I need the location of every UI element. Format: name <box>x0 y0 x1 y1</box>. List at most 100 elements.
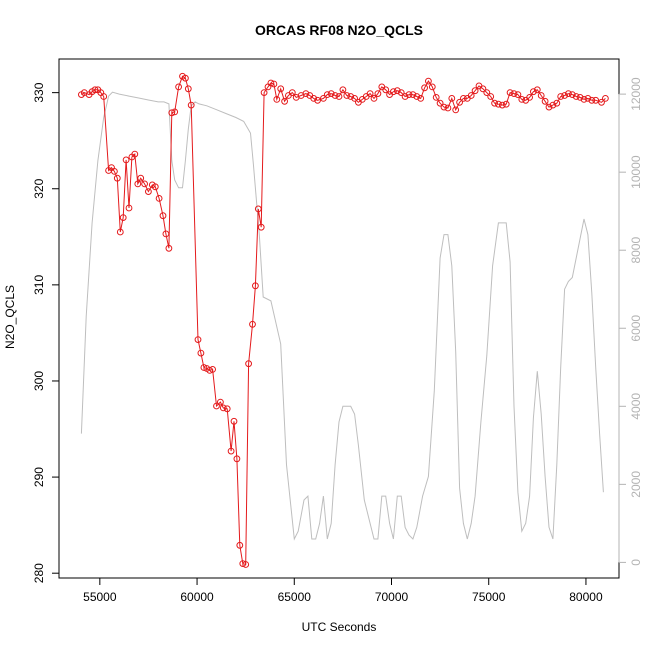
n2o-data-point <box>351 95 359 102</box>
n2o-data-point <box>116 228 124 236</box>
n2o-data-point <box>405 91 413 98</box>
n2o-data-point <box>213 402 220 410</box>
y-tick-label: 290 <box>32 467 46 487</box>
n2o-data-point <box>545 103 553 111</box>
n2o-data-point <box>602 95 609 102</box>
n2o-data-point <box>514 91 522 98</box>
n2o-data-point <box>230 417 238 425</box>
y-tick-label: 280 <box>32 563 46 583</box>
n2o-data-point <box>495 100 502 108</box>
n2o-data-point <box>584 95 592 102</box>
n2o-data-point <box>440 103 448 111</box>
y-tick-label: 310 <box>32 275 46 295</box>
y2-tick-label: 6000 <box>629 315 643 342</box>
n2o-data-point <box>310 95 318 102</box>
n2o-data-point <box>242 561 250 568</box>
n2o-data-point <box>162 230 170 238</box>
n2o-data-point <box>239 560 247 567</box>
n2o-data-point <box>187 101 195 109</box>
n2o-data-point <box>122 156 130 164</box>
x-axis-label: UTC Seconds <box>302 620 377 634</box>
n2o-data-point <box>113 174 121 182</box>
n2o-data-point <box>533 86 541 94</box>
n2o-data-point <box>374 90 382 97</box>
n2o-data-point <box>100 93 108 100</box>
n2o-data-point <box>267 79 275 87</box>
n2o-data-point <box>288 89 296 96</box>
x-tick-label: 60000 <box>180 590 214 604</box>
plot-frame <box>58 58 620 579</box>
n2o-data-point <box>452 106 460 114</box>
n2o-data-point <box>491 99 499 107</box>
n2o-data-point <box>456 98 464 106</box>
n2o-data-point <box>432 94 440 101</box>
n2o-data-point <box>537 92 545 99</box>
n2o-data-point <box>209 366 217 373</box>
y2-tick-label: 12000 <box>629 77 643 111</box>
y2-tick-label: 10000 <box>629 155 643 189</box>
n2o-data-point <box>409 91 417 98</box>
y2-tick-label: 8000 <box>629 237 643 264</box>
n2o-data-point <box>137 174 145 182</box>
n2o-data-point <box>382 86 390 94</box>
n2o-data-point <box>233 455 241 463</box>
n2o-data-point <box>270 80 278 88</box>
n2o-data-point <box>327 90 335 97</box>
n2o-data-point <box>467 92 475 99</box>
n2o-data-point <box>171 108 179 116</box>
x-tick-label: 55000 <box>83 590 117 604</box>
plot-area: 55000 60000 65000 70000 75000 800002802903003… <box>32 58 643 604</box>
n2o-data-point <box>141 180 149 188</box>
y-tick-label: 320 <box>32 178 46 198</box>
n2o-data-point <box>165 244 173 252</box>
n2o-data-point <box>197 349 205 357</box>
n2o-data-point <box>561 92 568 99</box>
x-tick-label: 70000 <box>375 590 409 604</box>
n2o-data-point <box>323 91 331 98</box>
n2o-data-point <box>206 367 214 374</box>
n2o-data-point <box>530 88 537 96</box>
n2o-data-point <box>343 92 351 99</box>
n2o-data-point <box>155 195 163 202</box>
n2o-data-point <box>125 204 133 212</box>
n2o-data-point <box>576 94 584 101</box>
n2o-data-point <box>483 89 491 96</box>
n2o-data-point <box>331 92 339 99</box>
n2o-data-point <box>111 168 118 175</box>
n2o-data-point <box>592 96 600 104</box>
n2o-data-point <box>227 447 235 455</box>
n2o-data-point <box>444 104 452 112</box>
n2o-data-point <box>393 87 401 95</box>
n2o-data-point <box>145 188 152 196</box>
n2o-data-point <box>134 180 142 188</box>
n2o-data-point <box>471 87 479 95</box>
y-tick-label: 300 <box>32 371 46 391</box>
n2o-data-point <box>436 99 444 107</box>
n2o-data-point <box>168 109 176 117</box>
n2o-data-point <box>448 95 456 102</box>
n2o-series-line <box>81 75 606 566</box>
n2o-data-point <box>260 89 268 96</box>
n2o-data-point <box>91 86 99 94</box>
x-tick-label: 80000 <box>569 590 603 604</box>
x-tick-label: 65000 <box>278 590 312 604</box>
n2o-data-point <box>249 320 256 328</box>
n2o-data-point <box>257 223 265 231</box>
n2o-data-point <box>425 77 432 85</box>
n2o-data-point <box>397 89 405 96</box>
n2o-data-point <box>487 93 495 100</box>
n2o-data-point <box>159 212 167 220</box>
n2o-data-point <box>151 183 159 191</box>
n2o-data-point <box>182 74 189 82</box>
n2o-data-point <box>347 93 355 100</box>
n2o-data-point <box>245 360 253 368</box>
y-tick-label: 330 <box>32 82 46 102</box>
n2o-data-point <box>223 405 231 413</box>
n2o-data-point <box>335 93 343 100</box>
n2o-data-point <box>131 150 139 158</box>
n2o-data-point <box>314 96 322 104</box>
n2o-data-point <box>236 541 244 549</box>
n2o-data-point <box>254 205 262 213</box>
n2o-data-point <box>588 96 596 104</box>
